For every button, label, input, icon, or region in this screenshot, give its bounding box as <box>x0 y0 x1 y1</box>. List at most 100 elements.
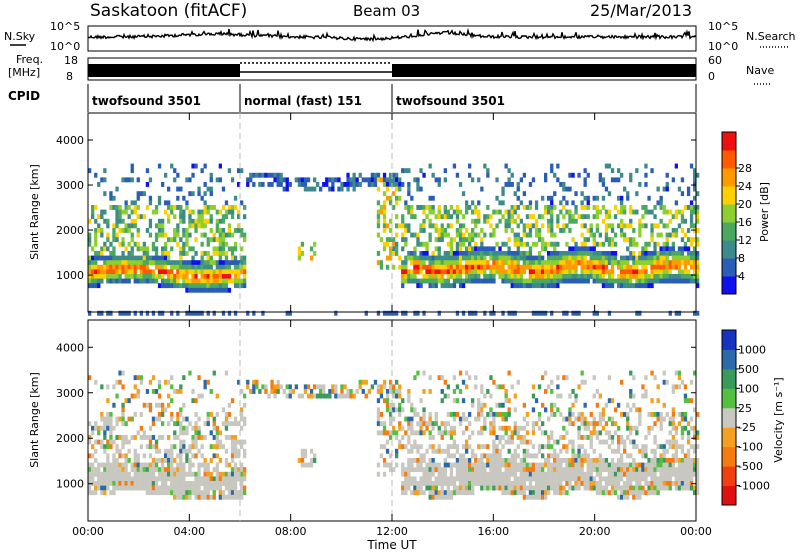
heatmap-cell <box>653 435 657 440</box>
heatmap-cell <box>273 389 277 394</box>
heatmap-cell <box>179 458 183 463</box>
heatmap-cell <box>559 462 563 468</box>
heatmap-cell <box>477 177 481 183</box>
heatmap-cell <box>650 467 654 473</box>
heatmap-cell <box>194 287 198 293</box>
heatmap-cell <box>306 384 311 390</box>
heatmap-cell <box>632 476 636 482</box>
heatmap-cell <box>167 200 171 206</box>
heatmap-cell <box>607 435 612 440</box>
heatmap-cell <box>133 260 137 266</box>
heatmap-cell <box>157 218 162 224</box>
heatmap-cell <box>647 195 651 201</box>
heatmap-cell <box>404 237 408 243</box>
heatmap-cell <box>623 269 627 275</box>
heatmap-cell <box>300 182 305 187</box>
heatmap-cell <box>559 269 563 275</box>
heatmap-cell <box>577 214 581 220</box>
heatmap-cell <box>483 264 487 270</box>
heatmap-cell <box>696 172 700 178</box>
heatmap-cell <box>477 402 481 408</box>
heatmap-cell <box>659 453 663 459</box>
heatmap-cell <box>313 186 317 192</box>
heatmap-cell <box>306 177 311 183</box>
colorbar-swatch <box>722 150 736 169</box>
heatmap-cell <box>601 177 606 183</box>
heatmap-cell <box>157 163 162 169</box>
heatmap-cell <box>151 209 156 215</box>
heatmap-cell <box>516 379 520 385</box>
heatmap-cell <box>461 310 466 316</box>
heatmap-cell <box>203 182 207 187</box>
heatmap-cell <box>607 467 612 473</box>
heatmap-cell <box>176 453 180 459</box>
heatmap-cell <box>197 260 201 266</box>
heatmap-cell <box>449 205 454 210</box>
heatmap-cell <box>571 237 575 243</box>
heatmap-cell <box>656 444 660 450</box>
heatmap-cell <box>385 241 390 247</box>
heatmap-cell <box>97 255 101 261</box>
heatmap-cell <box>212 232 216 238</box>
heatmap-cell <box>422 476 426 482</box>
heatmap-cell <box>583 168 587 174</box>
heatmap-cell <box>507 448 511 454</box>
heatmap-cell <box>88 283 92 289</box>
heatmap-cell <box>483 476 487 482</box>
heatmap-cell <box>161 232 165 238</box>
heatmap-cell <box>498 412 502 417</box>
heatmap-cell <box>455 448 460 454</box>
heatmap-cell <box>188 269 192 275</box>
heatmap-cell <box>641 471 645 477</box>
heatmap-cell <box>154 274 159 279</box>
heatmap-cell <box>595 467 599 473</box>
heatmap-cell <box>620 467 624 473</box>
heatmap-cell <box>483 485 487 491</box>
heatmap-cell <box>309 458 314 463</box>
heatmap-cell <box>638 251 642 256</box>
heatmap-cell <box>553 172 557 178</box>
heatmap-cell <box>191 209 195 215</box>
heatmap-cell <box>480 476 484 482</box>
heatmap-cell <box>598 476 602 482</box>
heatmap-cell <box>188 283 192 289</box>
heatmap-cell <box>510 467 514 473</box>
heatmap-cell <box>243 416 247 422</box>
heatmap-cell <box>218 494 222 500</box>
heatmap-cell <box>422 458 426 463</box>
heatmap-cell <box>112 232 116 238</box>
heatmap-cell <box>443 177 447 183</box>
heatmap-cell <box>395 177 399 183</box>
heatmap-cell <box>541 485 545 491</box>
heatmap-cell <box>303 453 308 459</box>
heatmap-cell <box>395 172 399 178</box>
heatmap-cell <box>680 260 685 266</box>
heatmap-cell <box>379 393 384 399</box>
heatmap-cell <box>145 278 150 284</box>
heatmap-cell <box>440 278 444 284</box>
heatmap-cell <box>401 237 405 243</box>
heatmap-cell <box>580 435 584 440</box>
heatmap-cell <box>693 195 697 201</box>
heatmap-cell <box>677 471 682 477</box>
heatmap-cell <box>309 462 314 468</box>
heatmap-cell <box>589 485 593 491</box>
heatmap-cell <box>194 425 198 431</box>
heatmap-cell <box>452 264 457 270</box>
heatmap-cell <box>550 412 554 417</box>
heatmap-cell <box>188 462 192 468</box>
heatmap-cell <box>592 485 596 491</box>
heatmap-cell <box>562 416 566 422</box>
heatmap-cell <box>428 412 432 417</box>
heatmap-cell <box>465 274 469 279</box>
heatmap-cell <box>580 278 584 284</box>
heatmap-cell <box>641 278 645 284</box>
heatmap-cell <box>419 278 423 284</box>
heatmap-cell <box>674 425 678 431</box>
heatmap-cell <box>568 251 572 256</box>
heatmap-cell <box>197 209 201 215</box>
heatmap-cell <box>531 255 536 261</box>
heatmap-cell <box>300 177 305 183</box>
heatmap-cell <box>656 269 660 275</box>
heatmap-cell <box>127 485 131 491</box>
